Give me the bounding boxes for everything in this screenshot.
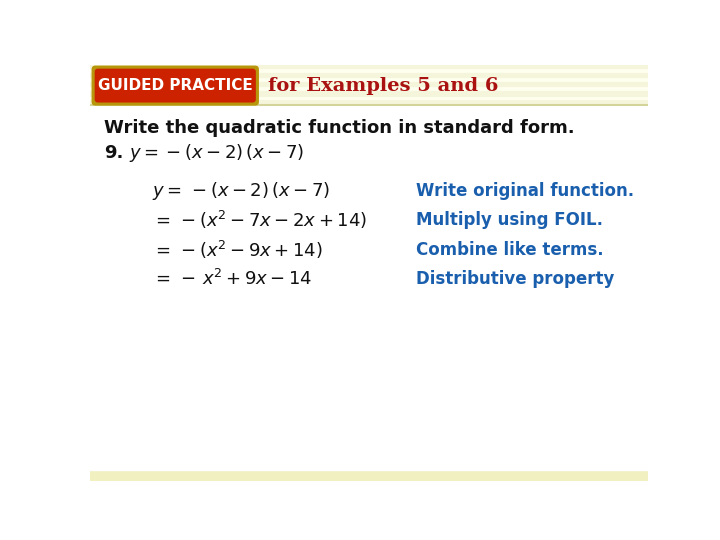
Bar: [90, 470, 648, 481]
Bar: [90, 72, 648, 77]
Bar: [90, 100, 648, 105]
Bar: [90, 65, 648, 105]
Text: $= \,-\,x^2+9x-14$: $= \,-\,x^2+9x-14$: [152, 269, 312, 289]
Text: GUIDED PRACTICE: GUIDED PRACTICE: [98, 78, 253, 93]
Text: Combine like terms.: Combine like terms.: [415, 241, 603, 259]
Text: Write original function.: Write original function.: [415, 182, 634, 200]
Text: $y = \,-(x-2)\,(x-7)$: $y = \,-(x-2)\,(x-7)$: [152, 180, 330, 202]
Text: $= \,-(x^2-7x-2x+14)$: $= \,-(x^2-7x-2x+14)$: [152, 210, 367, 232]
Bar: [90, 105, 648, 470]
Text: $y = -(x-2)\,(x-7)$: $y = -(x-2)\,(x-7)$: [129, 141, 304, 164]
Text: Write the quadratic function in standard form.: Write the quadratic function in standard…: [104, 119, 575, 137]
Bar: [90, 63, 648, 68]
FancyBboxPatch shape: [94, 69, 256, 103]
Text: 9.: 9.: [104, 144, 123, 161]
Bar: [90, 91, 648, 96]
Text: Multiply using FOIL.: Multiply using FOIL.: [415, 211, 603, 230]
Text: for Examples 5 and 6: for Examples 5 and 6: [269, 77, 499, 94]
Bar: [90, 82, 648, 86]
FancyBboxPatch shape: [91, 65, 259, 106]
Text: Distributive property: Distributive property: [415, 270, 614, 288]
Text: $= \,-(x^2-9x+14)$: $= \,-(x^2-9x+14)$: [152, 239, 323, 261]
